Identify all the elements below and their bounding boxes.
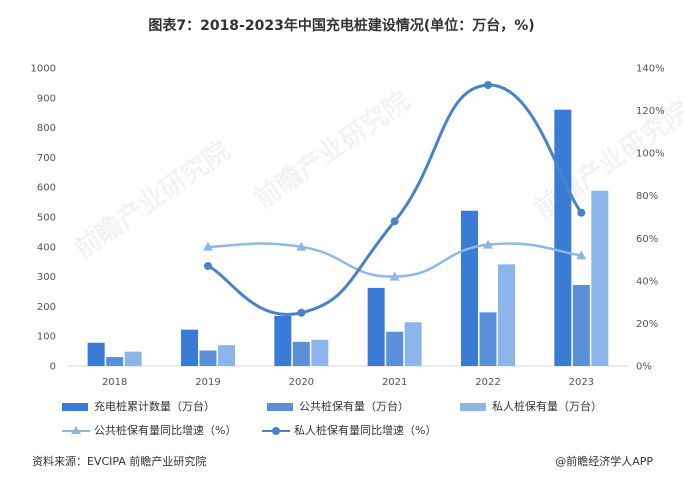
bar-private (124, 351, 142, 366)
y-right-tick-label: 40% (636, 276, 658, 287)
y-right-tick-label: 20% (636, 319, 658, 330)
legend-swatch-private (460, 403, 486, 411)
bar-cumulative (181, 329, 198, 366)
y-left-tick-label: 700 (37, 153, 56, 164)
marker-private-growth (577, 208, 586, 217)
x-tick-label: 2018 (102, 377, 127, 388)
x-tick-label: 2022 (475, 377, 500, 388)
bar-cumulative (367, 287, 385, 366)
bar-public (572, 284, 590, 366)
legend-label-private-growth: 私人桩保有量同比增速（%） (294, 424, 437, 437)
y-right-tick-label: 60% (636, 234, 658, 245)
y-left-tick-label: 900 (37, 93, 56, 104)
y-left-tick-label: 600 (37, 183, 56, 194)
bar-private (311, 339, 329, 366)
legend-item-private: 私人桩保有量（万台） (460, 398, 602, 416)
bar-public (386, 331, 404, 366)
x-tick-label: 2020 (289, 377, 314, 388)
y-left-tick-label: 100 (37, 332, 56, 343)
x-tick-label: 2019 (195, 377, 220, 388)
chart-plot: 0 100 200 300 400 500 600 700 800 900 1000 0% 20% 40%… (31, 64, 665, 389)
x-tick-label: 2021 (382, 377, 407, 388)
bar-public (199, 350, 217, 366)
legend-swatch-cumulative (62, 403, 88, 411)
bar-cumulative (461, 210, 478, 366)
marker-public-growth (203, 241, 213, 251)
y-left-tick-label: 200 (37, 302, 56, 313)
bar-cumulative (274, 315, 292, 366)
legend-label-public-growth: 公共桩保有量同比增速（%） (94, 424, 237, 437)
line-private-growth (207, 83, 583, 316)
marker-public-growth (296, 241, 307, 251)
y-left-tick-label: 1000 (31, 64, 56, 75)
legend-swatch-public-growth (62, 425, 90, 437)
legend-label-cumulative: 充电桩累计数量（万台） (94, 400, 215, 413)
bar-cumulative (87, 342, 105, 366)
bar-private (498, 264, 515, 366)
legend-item-private-growth: 私人桩保有量同比增速（%） (262, 422, 436, 440)
marker-private-growth (297, 308, 306, 317)
y-left-tick-label: 300 (37, 272, 56, 283)
marker-private-growth (390, 217, 399, 226)
legend-item-public: 公共桩保有量（万台） (267, 398, 409, 416)
y-right-tick-label: 100% (636, 149, 665, 160)
legend-item-cumulative: 充电桩累计数量（万台） (62, 398, 215, 416)
marker-public-growth (576, 250, 587, 260)
marker-private-growth (204, 261, 212, 270)
y-left-tick-label: 400 (37, 242, 56, 253)
y-left-tick-label: 800 (37, 123, 56, 134)
y-right-tick-label: 120% (636, 106, 665, 117)
bar-public (292, 341, 310, 366)
y-left-tick-label: 0 (50, 362, 56, 373)
bar-private (218, 345, 235, 366)
marker-public-growth (483, 239, 493, 249)
brand-note: @前瞻经济学人APP (555, 455, 653, 468)
x-tick-label: 2023 (569, 377, 594, 388)
bar-private (404, 322, 422, 366)
bar-cumulative (554, 109, 572, 366)
marker-private-growth (484, 81, 492, 90)
bar-public (106, 357, 124, 366)
y-left-tick-label: 500 (37, 213, 56, 224)
chart-title: 图表7：2018-2023年中国充电桩建设情况(单位：万台，%) (148, 18, 535, 34)
bar-public (479, 312, 497, 366)
y-right-tick-label: 0% (636, 362, 652, 373)
y-right-tick-label: 80% (636, 191, 658, 202)
y-right-tick-label: 140% (636, 64, 665, 75)
source-note: 资料来源：EVCIPA 前瞻产业研究院 (32, 455, 207, 468)
legend-label-public: 公共桩保有量（万台） (299, 400, 409, 413)
legend-swatch-private-growth (262, 425, 290, 437)
legend-label-private: 私人桩保有量（万台） (492, 400, 602, 413)
marker-public-growth (389, 271, 400, 281)
legend-swatch-public (267, 403, 293, 411)
bar-private (591, 190, 609, 366)
legend-item-public-growth: 公共桩保有量同比增速（%） (62, 422, 236, 440)
